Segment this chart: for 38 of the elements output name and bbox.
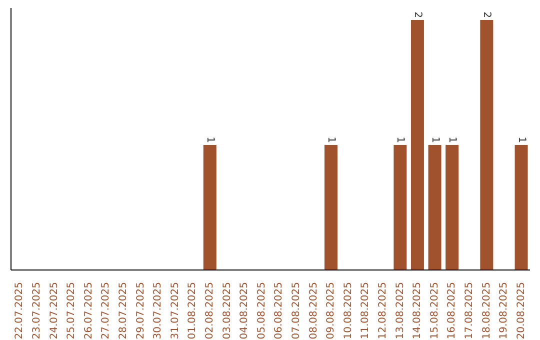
data-label: 1 <box>446 136 458 143</box>
x-tick-label: 12.08.2025 <box>377 282 388 340</box>
x-tick-label: 20.08.2025 <box>516 282 527 340</box>
x-tick-label: 23.07.2025 <box>31 282 42 340</box>
data-label: 1 <box>429 136 440 143</box>
x-tick-label: 18.08.2025 <box>481 282 492 340</box>
x-tick-label: 22.07.2025 <box>14 282 26 340</box>
x-tick-label: 09.08.2025 <box>326 282 337 340</box>
data-label: 1 <box>325 136 336 143</box>
x-tick-label: 28.07.2025 <box>118 282 129 340</box>
x-tick-label: 06.08.2025 <box>274 282 285 340</box>
x-tick-label: 27.07.2025 <box>100 282 112 340</box>
x-tick-label: 19.08.2025 <box>498 282 510 340</box>
data-label: 2 <box>412 12 423 18</box>
x-tick-label: 26.07.2025 <box>83 282 94 340</box>
x-tick-label: 16.08.2025 <box>446 282 458 340</box>
x-tick-label: 10.08.2025 <box>342 282 354 340</box>
x-tick-label: 08.08.2025 <box>308 282 320 340</box>
data-label: 2 <box>481 12 492 18</box>
data-label: 1 <box>394 136 406 143</box>
x-tick-label: 05.08.2025 <box>256 282 268 340</box>
x-tick-label: 01.08.2025 <box>187 282 198 340</box>
x-tick-label: 03.08.2025 <box>222 282 233 340</box>
x-tick-label: 24.07.2025 <box>48 282 60 340</box>
x-tick-label: 15.08.2025 <box>429 282 440 340</box>
x-tick-label: 30.07.2025 <box>152 282 164 340</box>
x-tick-label: 29.07.2025 <box>135 282 146 340</box>
x-tick-label: 07.08.2025 <box>290 282 302 340</box>
x-tick-label: 14.08.2025 <box>412 282 424 340</box>
x-tick-label: 31.07.2025 <box>170 282 181 340</box>
x-tick-label: 04.08.2025 <box>239 282 250 340</box>
data-label: 1 <box>516 136 527 143</box>
x-tick-label: 25.07.2025 <box>66 282 78 340</box>
x-tick-label: 02.08.2025 <box>204 282 216 340</box>
data-label: 1 <box>204 136 216 143</box>
x-tick-label: 11.08.2025 <box>360 282 372 340</box>
x-tick-label: 17.08.2025 <box>464 282 475 340</box>
x-tick-label: 13.08.2025 <box>394 282 406 340</box>
